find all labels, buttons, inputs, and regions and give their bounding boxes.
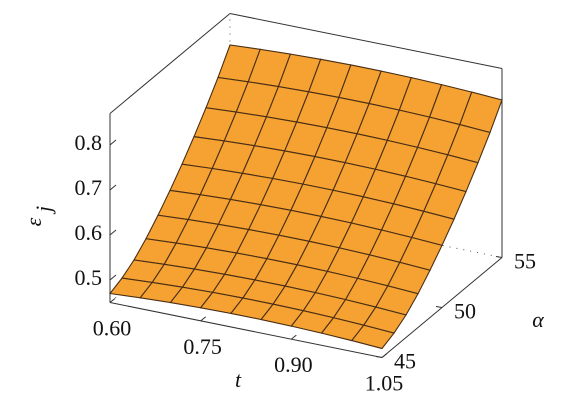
box-edge [109, 13, 231, 114]
x-tick-label: 1.05 [365, 371, 404, 396]
z-tick-label: 0.7 [75, 175, 103, 200]
y-tick-label: 50 [454, 299, 476, 324]
y-tick [495, 256, 503, 258]
x-tick-label: 0.75 [183, 334, 222, 359]
z-axis-label: ε j [21, 206, 56, 226]
y-tick-label: 55 [514, 249, 536, 274]
box-edge [229, 202, 503, 258]
box-edge [109, 302, 383, 358]
z-axis-symbol: ε [21, 217, 46, 226]
z-tick-label: 0.8 [75, 130, 103, 155]
z-tick-label: 0.6 [75, 220, 103, 245]
surface-patch [350, 324, 395, 350]
z-tick [109, 139, 117, 146]
x-axis-label: t [235, 367, 242, 392]
x-tick-label: 0.60 [93, 316, 132, 341]
x-tick [109, 298, 116, 303]
z-tick [109, 184, 117, 191]
axes-box [109, 13, 503, 303]
z-tick [109, 229, 117, 236]
y-tick-label: 45 [394, 349, 416, 374]
y-tick [375, 356, 383, 358]
x-tick [381, 353, 388, 358]
z-tick [109, 274, 117, 281]
y-tick [435, 306, 443, 308]
z-tick-label: 0.5 [75, 265, 103, 290]
x-tick [200, 316, 206, 322]
x-tick-label: 0.90 [274, 352, 313, 377]
surface [108, 44, 503, 350]
box-edge [229, 13, 503, 69]
y-axis-label: α [532, 307, 544, 332]
z-axis-subscript: j [31, 206, 56, 215]
x-tick [291, 334, 297, 340]
